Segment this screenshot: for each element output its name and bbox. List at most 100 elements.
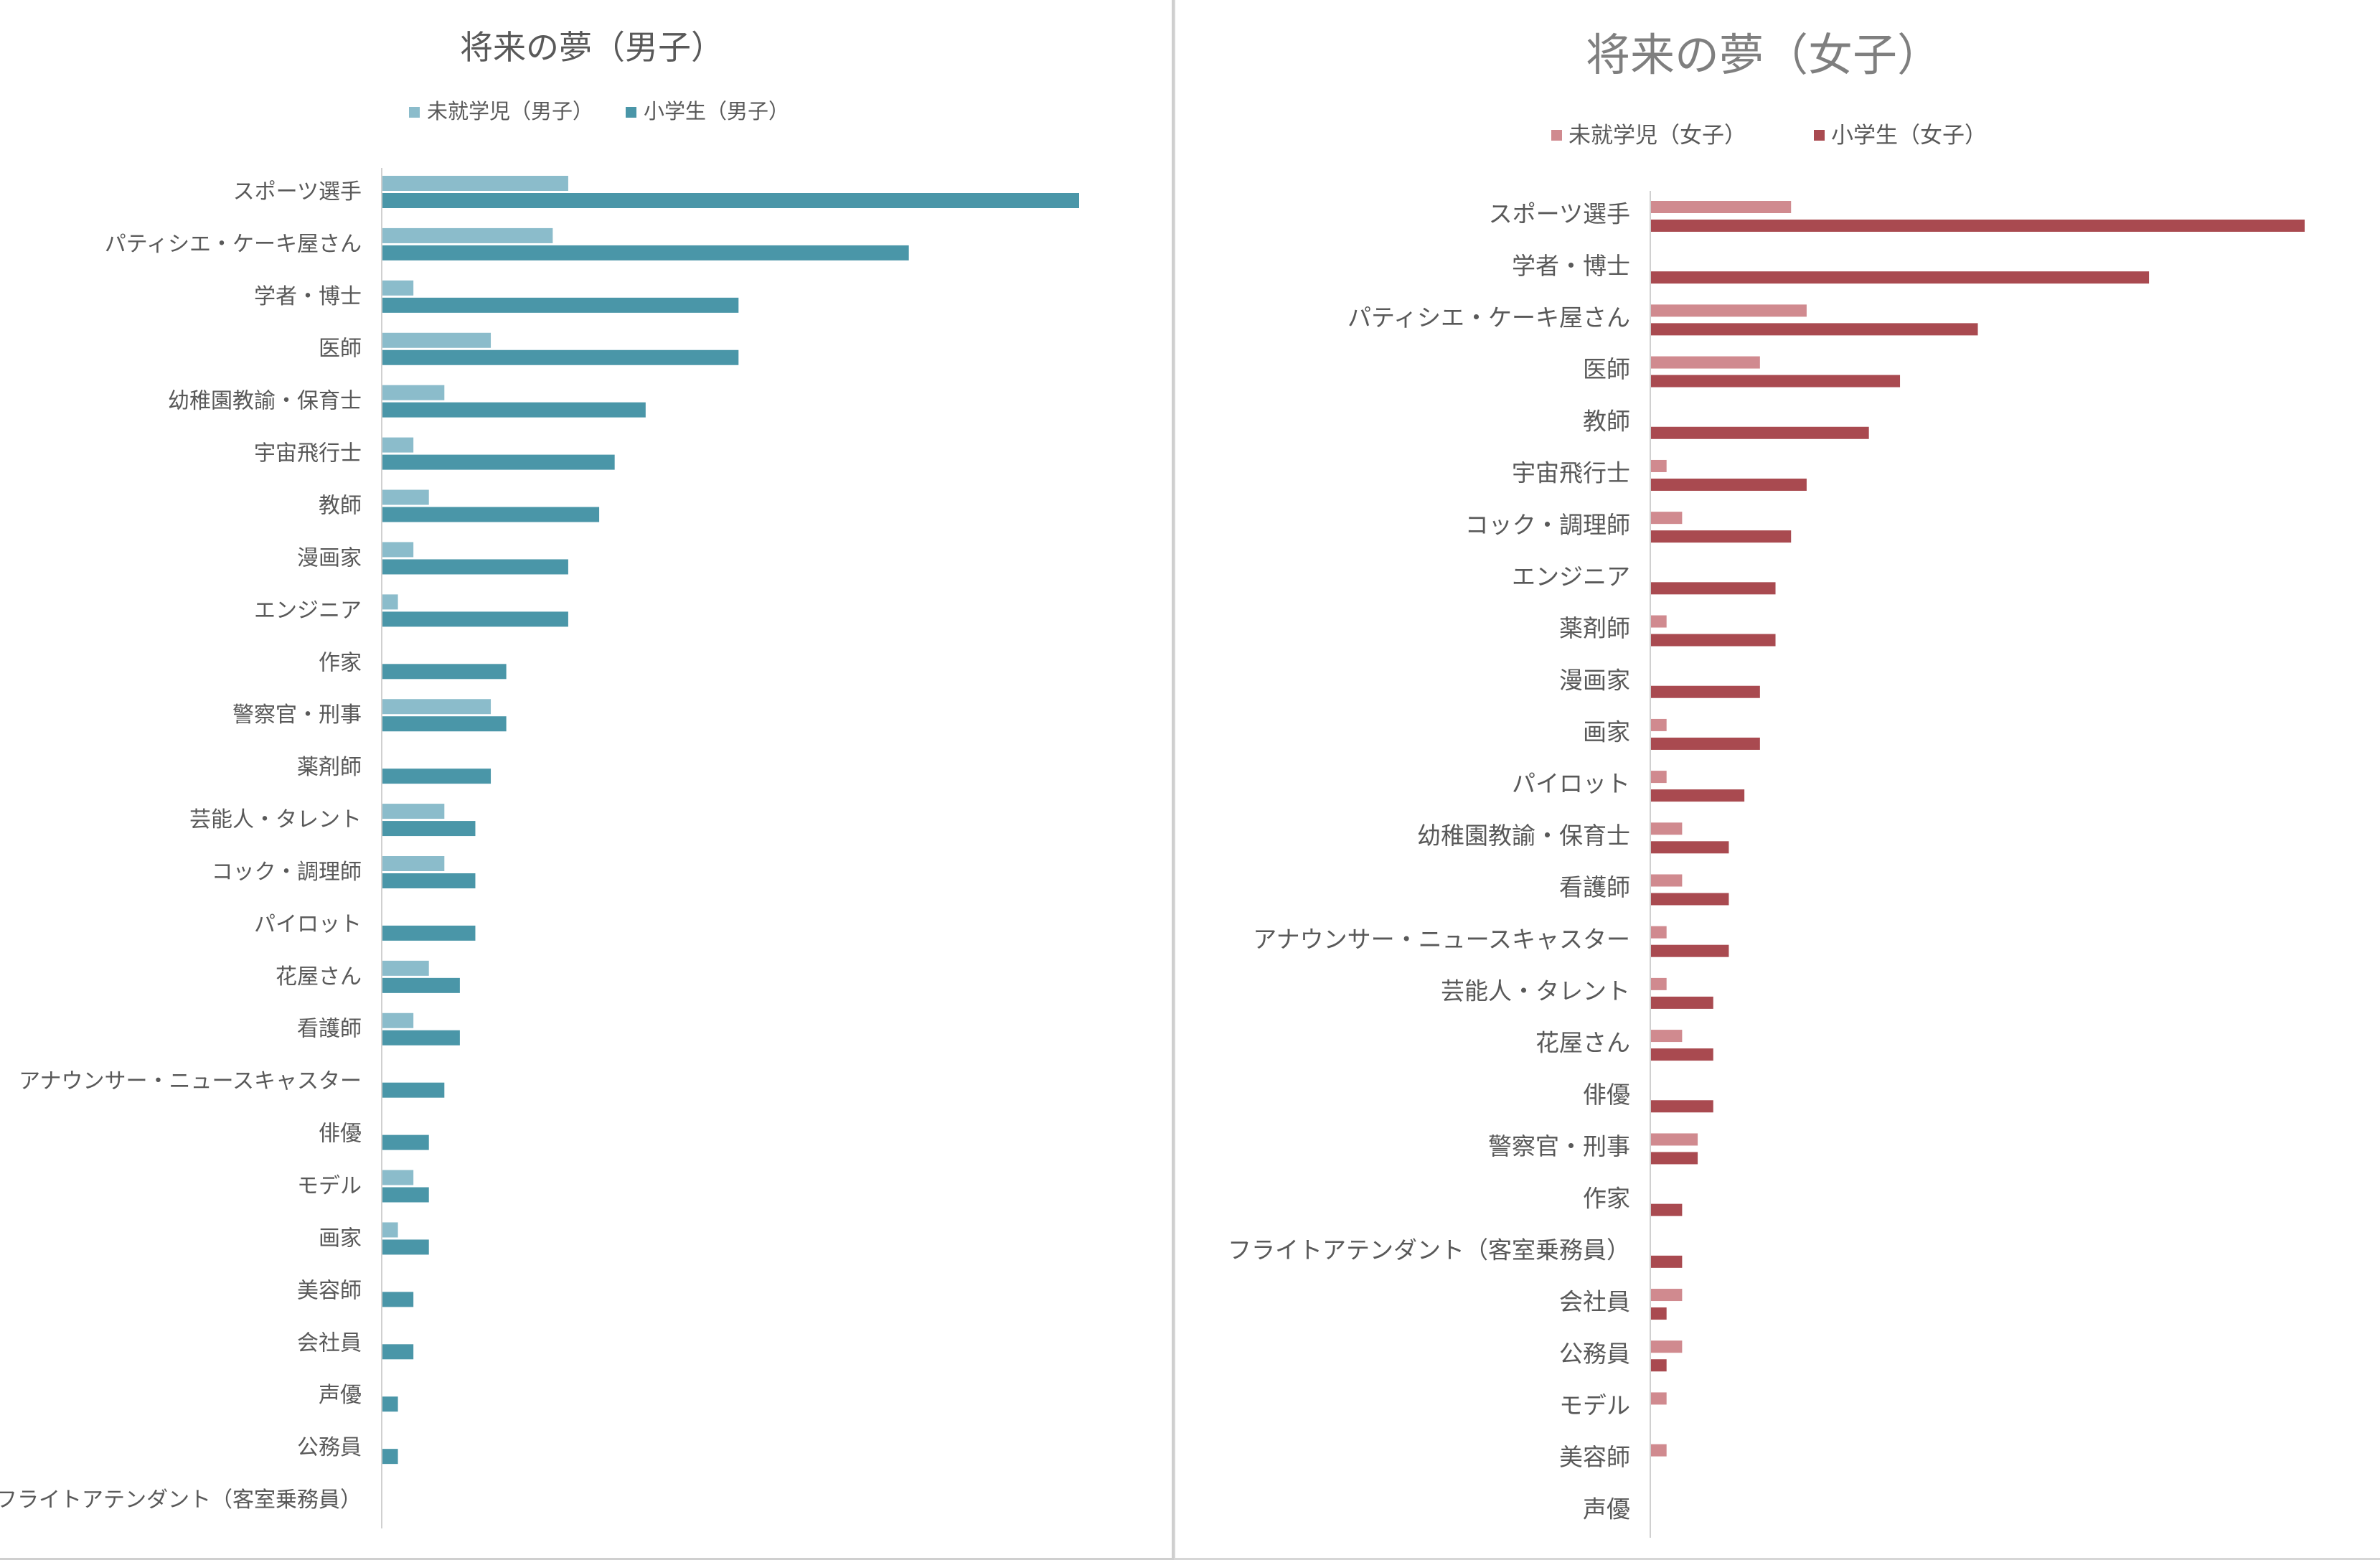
bar-elementary: [382, 193, 1079, 208]
bar-preschool: [1651, 304, 1807, 317]
bar-preschool: [1651, 1392, 1667, 1405]
bar-elementary: [1651, 893, 1729, 906]
bar-preschool: [1651, 615, 1667, 628]
bar-preschool: [1651, 1340, 1683, 1353]
category-label: 学者・博士: [254, 284, 362, 309]
category-label: スポーツ選手: [1489, 200, 1630, 228]
legend-label-preschool-girls: 未就学児（女子）: [1568, 123, 1746, 149]
plot-area: スポーツ選手パティシエ・ケーキ屋さん学者・博士医師幼稚園教諭・保育士宇宙飛行士教…: [0, 168, 1079, 1528]
category-label: パティシエ・ケーキ屋さん: [105, 232, 362, 257]
bar-elementary: [1651, 426, 1869, 439]
bar-preschool: [1651, 1444, 1667, 1457]
bar-elementary: [382, 1292, 414, 1307]
bar-elementary: [382, 1082, 445, 1098]
category-label: フライトアテンダント（客室乗務員）: [1228, 1236, 1630, 1264]
bar-elementary: [1651, 1359, 1667, 1372]
bar-elementary: [1651, 685, 1760, 698]
category-label: 画家: [1583, 718, 1630, 746]
category-label: 宇宙飛行士: [254, 441, 362, 466]
category-label: 教師: [1583, 407, 1630, 435]
category-label: 幼稚園教諭・保育士: [168, 389, 362, 414]
category-label: エンジニア: [254, 598, 362, 623]
category-label: 作家: [319, 650, 362, 675]
category-label: 宇宙飛行士: [1512, 459, 1630, 487]
category-label: 俳優: [1583, 1081, 1630, 1109]
bar-preschool: [382, 332, 491, 348]
category-label: 芸能人・タレント: [1441, 977, 1630, 1005]
bar-preschool: [382, 176, 568, 191]
bar-preschool: [382, 385, 445, 400]
category-label: 公務員: [297, 1435, 362, 1460]
category-label: 幼稚園教諭・保育士: [1417, 822, 1630, 850]
category-label: パイロット: [254, 912, 362, 937]
bar-elementary: [382, 1134, 429, 1150]
category-label: 花屋さん: [276, 964, 362, 990]
category-label: モデル: [1559, 1391, 1630, 1419]
bar-elementary: [1651, 634, 1776, 647]
bar-elementary: [382, 1239, 429, 1255]
bar-preschool: [1651, 718, 1667, 731]
bar-preschool: [1651, 1030, 1683, 1043]
category-label: フライトアテンダント（客室乗務員）: [0, 1488, 362, 1513]
legend-swatch-elementary-boys: [626, 107, 636, 118]
category-label: 俳優: [319, 1122, 362, 1147]
bar-elementary: [382, 349, 739, 365]
category-label: モデル: [297, 1174, 362, 1199]
category-label: 警察官・刑事: [232, 703, 362, 728]
bar-elementary: [1651, 271, 2150, 284]
bar-elementary: [382, 297, 739, 313]
boys-chart: 将来の夢（男子） 未就学児（男子） 小学生（男子） スポーツ選手パティシエ・ケー…: [0, 28, 1079, 1528]
legend-label-elementary-girls: 小学生（女子）: [1831, 123, 1987, 149]
bar-elementary: [382, 1396, 398, 1412]
chart-legend: 未就学児（女子） 小学生（女子）: [1551, 123, 1987, 149]
bar-elementary: [382, 507, 600, 522]
bar-preschool: [1651, 771, 1667, 784]
bar-preschool: [382, 489, 429, 505]
bar-preschool: [382, 1170, 414, 1185]
bar-elementary: [382, 1187, 429, 1203]
category-label: 教師: [319, 494, 362, 519]
bar-preschool: [1651, 201, 1792, 213]
category-label: コック・調理師: [1465, 511, 1630, 539]
bar-preschool: [382, 594, 398, 610]
category-label: 美容師: [1559, 1443, 1630, 1471]
bar-elementary: [382, 664, 507, 680]
bar-elementary: [1651, 323, 1978, 336]
chart-legend: 未就学児（男子） 小学生（男子）: [409, 99, 789, 123]
bar-elementary: [1651, 1255, 1683, 1268]
bar-preschool: [382, 542, 414, 558]
category-label: 学者・博士: [1512, 252, 1630, 280]
category-label: 作家: [1583, 1184, 1630, 1212]
category-label: 会社員: [1559, 1288, 1630, 1316]
category-label: 薬剤師: [1559, 614, 1630, 642]
category-label: 公務員: [1559, 1340, 1630, 1368]
bar-preschool: [1651, 977, 1667, 990]
bar-elementary: [382, 873, 476, 888]
bar-preschool: [1651, 356, 1760, 369]
bar-elementary: [1651, 789, 1745, 802]
category-label: 医師: [319, 337, 362, 362]
category-label: 会社員: [297, 1330, 362, 1355]
legend-swatch-preschool-girls: [1551, 130, 1562, 141]
bar-preschool: [1651, 512, 1683, 525]
category-label: 美容師: [297, 1278, 362, 1303]
plot-area: スポーツ選手学者・博士パティシエ・ケーキ屋さん医師教師宇宙飛行士コック・調理師エ…: [1228, 191, 2305, 1538]
bar-elementary: [382, 454, 615, 470]
bar-elementary: [1651, 944, 1729, 957]
category-label: 漫画家: [1559, 666, 1630, 694]
category-label: 声優: [1583, 1495, 1630, 1523]
legend-label-elementary-boys: 小学生（男子）: [644, 99, 789, 123]
category-label: 看護師: [1559, 873, 1630, 901]
bar-elementary: [1651, 220, 2305, 232]
bar-elementary: [1651, 478, 1807, 491]
legend-label-preschool-boys: 未就学児（男子）: [427, 99, 593, 123]
bar-elementary: [1651, 737, 1760, 750]
bar-elementary: [382, 245, 909, 260]
category-label: 芸能人・タレント: [189, 807, 362, 832]
bar-elementary: [1651, 1048, 1713, 1061]
category-label: パティシエ・ケーキ屋さん: [1347, 304, 1630, 332]
bar-elementary: [1651, 841, 1729, 854]
bar-preschool: [1651, 459, 1667, 472]
bar-preschool: [382, 437, 414, 453]
category-label: 薬剤師: [297, 755, 362, 780]
